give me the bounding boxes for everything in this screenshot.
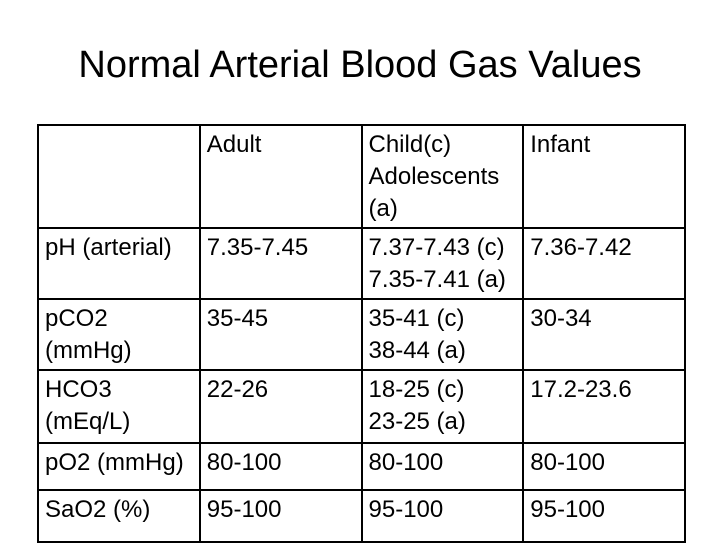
page-title: Normal Arterial Blood Gas Values	[78, 44, 642, 86]
table-row: pCO2 (mmHg) 35-45 35-41 (c) 38-44 (a) 30…	[37, 298, 686, 371]
row-header-pco2: pCO2 (mmHg)	[37, 298, 201, 371]
column-header-blank	[37, 124, 201, 229]
table-cell: 35-41 (c) 38-44 (a)	[360, 298, 525, 371]
table-row: HCO3 (mEq/L) 22-26 18-25 (c) 23-25 (a) 1…	[37, 369, 686, 444]
row-header-sao2: SaO2 (%)	[37, 489, 201, 543]
table-cell: 18-25 (c) 23-25 (a)	[360, 369, 525, 444]
table-cell: 35-45	[198, 298, 363, 371]
table-cell: 95-100	[198, 489, 363, 543]
column-header-infant: Infant	[522, 124, 686, 229]
row-header-po2: pO2 (mmHg)	[37, 442, 201, 491]
table-cell: 7.36-7.42	[522, 227, 686, 300]
row-header-ph: pH (arterial)	[37, 227, 201, 300]
table-cell: 95-100	[360, 489, 525, 543]
table-row: SaO2 (%) 95-100 95-100 95-100	[37, 489, 686, 543]
table-cell: 7.35-7.45	[198, 227, 363, 300]
table-cell: 95-100	[522, 489, 686, 543]
blood-gas-values-table: Adult Child(c) Adolescents (a) Infant pH…	[37, 124, 686, 543]
column-header-adult: Adult	[198, 124, 363, 229]
table-row: pH (arterial) 7.35-7.45 7.37-7.43 (c) 7.…	[37, 227, 686, 300]
table-cell: 22-26	[198, 369, 363, 444]
table-header-row: Adult Child(c) Adolescents (a) Infant	[37, 124, 686, 229]
table-cell: 80-100	[198, 442, 363, 491]
row-header-hco3: HCO3 (mEq/L)	[37, 369, 201, 444]
column-header-child-adolescents: Child(c) Adolescents (a)	[360, 124, 525, 229]
table-cell: 7.37-7.43 (c) 7.35-7.41 (a)	[360, 227, 525, 300]
table-row: pO2 (mmHg) 80-100 80-100 80-100	[37, 442, 686, 491]
table-cell: 80-100	[360, 442, 525, 491]
table-cell: 30-34	[522, 298, 686, 371]
table-cell: 80-100	[522, 442, 686, 491]
table-cell: 17.2-23.6	[522, 369, 686, 444]
